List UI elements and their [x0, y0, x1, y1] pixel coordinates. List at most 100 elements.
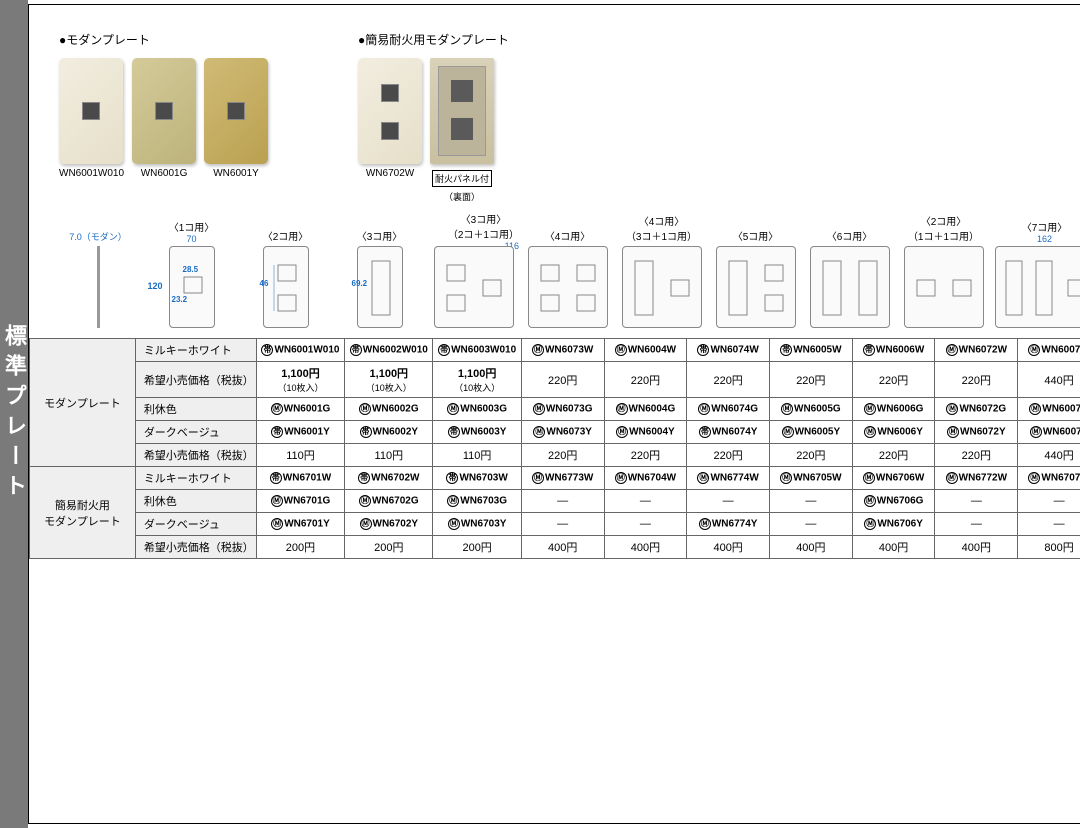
upper-section: ●モダンプレート WN6001W010 WN6001G WN6001Y [29, 5, 1080, 211]
price-cell: 220円 [852, 362, 935, 398]
part-cell: ⓂWN6006Y [852, 421, 935, 444]
part-cell: — [935, 513, 1018, 536]
row-label: ダークベージュ [135, 421, 256, 444]
part-cell: ⓂWN6707W [1018, 467, 1080, 490]
row-label: ダークベージュ [135, 513, 256, 536]
price-cell: 110円 [433, 444, 521, 467]
price-cell: 440円 [1018, 362, 1080, 398]
diagram-plate [528, 246, 608, 328]
part-cell: — [604, 490, 687, 513]
price-cell: 400円 [770, 536, 853, 559]
spec-table: モダンプレート ミルキーホワイト 帯WN6001W010 帯WN6002W010… [29, 338, 1080, 559]
part-cell: — [935, 490, 1018, 513]
price-cell: 110円 [345, 444, 433, 467]
part-cell: ⓂWN6703Y [433, 513, 521, 536]
part-cell: ⓂWN6773W [521, 467, 604, 490]
part-cell: ⓂWN6073W [521, 339, 604, 362]
part-cell: — [687, 490, 770, 513]
part-cell: ⓂWN6072Y [935, 421, 1018, 444]
product-label: WN6702W [358, 168, 422, 179]
price-cell: 220円 [521, 444, 604, 467]
group-label: 簡易耐火用 モダンプレート [30, 467, 136, 559]
price-cell: 200円 [256, 536, 344, 559]
row-label: ミルキーホワイト [135, 467, 256, 490]
part-cell: 帯WN6001Y [256, 421, 344, 444]
table-row: 利休色 ⓂWN6701G ⓂWN6702G ⓂWN6703G — — — — Ⓜ… [30, 490, 1080, 513]
part-cell: ⓂWN6001G [256, 398, 344, 421]
fire-group: ●簡易耐火用モダンプレート WN6702W 耐火パネル付 （裏面） [358, 31, 509, 205]
part-cell: 帯WN6703W [433, 467, 521, 490]
part-cell: ⓂWN6702Y [345, 513, 433, 536]
price-cell: 800円 [1018, 536, 1080, 559]
diag-col: 〈6コ用〉 [804, 219, 895, 328]
diagram-plate [810, 246, 890, 328]
part-cell: ⓂWN6706G [852, 490, 935, 513]
price-cell: 220円 [604, 362, 687, 398]
price-cell: 400円 [935, 536, 1018, 559]
part-cell: — [770, 490, 853, 513]
price-cell: 110円 [256, 444, 344, 467]
dim-thickness: 7.0（モダン） [69, 230, 127, 243]
diag-col: 〈1コ用〉70 120 23.2 28.5 [146, 219, 237, 328]
price-cell: 200円 [345, 536, 433, 559]
part-cell: 帯WN6003Y [433, 421, 521, 444]
row-label: 希望小売価格（税抜） [135, 536, 256, 559]
price-cell: 400円 [852, 536, 935, 559]
section-title-fire: ●簡易耐火用モダンプレート [358, 31, 509, 48]
product-label: WN6001Y [204, 168, 268, 179]
part-cell: ⓂWN6004W [604, 339, 687, 362]
part-cell: ⓂWN6005Y [770, 421, 853, 444]
table-row: ダークベージュ 帯WN6001Y 帯WN6002Y 帯WN6003Y ⓂWN60… [30, 421, 1080, 444]
diagram-plate: 69.2 [357, 246, 403, 328]
product-item: WN6001Y [204, 58, 268, 179]
part-cell: ⓂWN6006G [852, 398, 935, 421]
part-cell: ⓂWN6706Y [852, 513, 935, 536]
price-cell: 220円 [687, 444, 770, 467]
sidebar: 標準プレート [0, 0, 28, 828]
part-cell: ⓂWN6703G [433, 490, 521, 513]
part-cell: ⓂWN6003G [433, 398, 521, 421]
panel-image [430, 58, 494, 164]
price-cell: 400円 [604, 536, 687, 559]
part-cell: 帯WN6005W [770, 339, 853, 362]
price-cell: 1,100円（10枚入） [433, 362, 521, 398]
table-row: 希望小売価格（税抜） 200円 200円 200円 400円 400円 400円… [30, 536, 1080, 559]
diag-col: 〈7コ用〉162 [992, 219, 1080, 328]
product-item: WN6001W010 [59, 58, 124, 179]
part-cell: 帯WN6074Y [687, 421, 770, 444]
price-cell: 220円 [770, 444, 853, 467]
diag-col: 〈5コ用〉 [710, 219, 801, 328]
panel-note: 耐火パネル付 [432, 170, 492, 187]
part-cell: ⓂWN6005G [770, 398, 853, 421]
main-content: ●モダンプレート WN6001W010 WN6001G WN6001Y [28, 4, 1080, 824]
price-cell: 1,100円（10枚入） [256, 362, 344, 398]
page-root: 標準プレート ●モダンプレート WN6001W010 WN6001G [0, 0, 1080, 828]
sidebar-title: 標準プレート [0, 324, 30, 504]
product-row: ●モダンプレート WN6001W010 WN6001G WN6001Y [59, 31, 1080, 205]
row-label: 利休色 [135, 398, 256, 421]
part-cell: ⓂWN6073G [521, 398, 604, 421]
diagram-plate [622, 246, 702, 328]
part-cell: ⓂWN6706W [852, 467, 935, 490]
part-cell: ⓂWN6007W [1018, 339, 1080, 362]
part-cell: ⓂWN6702G [345, 490, 433, 513]
part-cell: 帯WN6003W010 [433, 339, 521, 362]
part-cell: — [1018, 490, 1080, 513]
diagram-plate: 120 23.2 28.5 [169, 246, 215, 328]
price-cell: 400円 [521, 536, 604, 559]
diag-thickness: 7.0（モダン） [53, 219, 143, 328]
plate-image [358, 58, 422, 164]
price-cell: 220円 [852, 444, 935, 467]
part-cell: ⓂWN6701Y [256, 513, 344, 536]
product-item: WN6001G [132, 58, 196, 179]
part-cell: ⓂWN6074G [687, 398, 770, 421]
part-cell: ⓂWN6004Y [604, 421, 687, 444]
diag-col: 〈4コ用〉 （3コ＋1コ用） [616, 219, 707, 328]
table-row: ダークベージュ ⓂWN6701Y ⓂWN6702Y ⓂWN6703Y — — Ⓜ… [30, 513, 1080, 536]
row-label: ミルキーホワイト [135, 339, 256, 362]
diagram-plate [716, 246, 796, 328]
product-item: 耐火パネル付 （裏面） [430, 58, 494, 205]
diag-col: 〈2コ用〉 46 [240, 219, 331, 328]
thin-plate-diagram [97, 246, 100, 328]
product-item: WN6702W [358, 58, 422, 205]
